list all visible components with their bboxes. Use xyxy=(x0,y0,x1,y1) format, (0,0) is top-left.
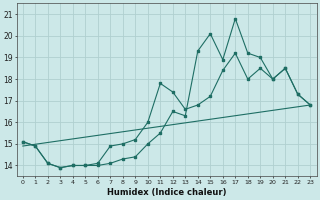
X-axis label: Humidex (Indice chaleur): Humidex (Indice chaleur) xyxy=(107,188,226,197)
